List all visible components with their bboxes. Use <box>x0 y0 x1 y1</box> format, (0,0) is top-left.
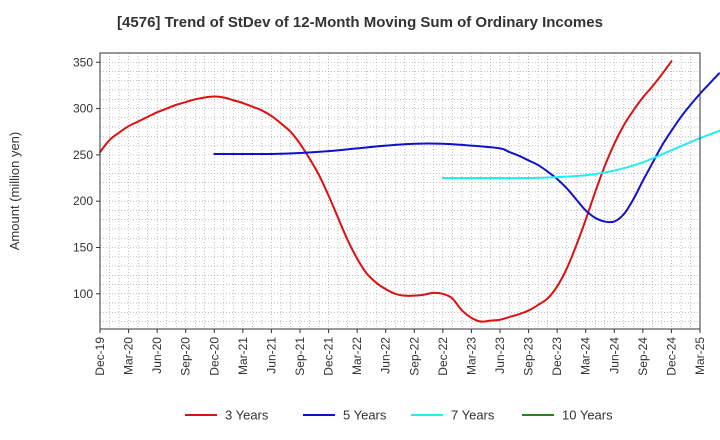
y-tick-label: 100 <box>73 287 93 301</box>
series-line-5-years <box>213 72 720 224</box>
x-tick-label: Mar-20 <box>122 337 136 375</box>
x-tick-label: Dec-21 <box>322 337 336 376</box>
grid-layer <box>100 53 700 329</box>
x-tick-label: Dec-20 <box>207 337 221 376</box>
x-tick-label: Jun-21 <box>264 337 278 374</box>
x-tick-label: Dec-19 <box>93 337 107 376</box>
x-tick-label: Dec-22 <box>436 337 450 376</box>
x-tick-label: Jun-23 <box>493 337 507 374</box>
x-tick-label: Sep-23 <box>522 337 536 376</box>
x-tick-label: Mar-23 <box>464 337 478 375</box>
legend-label-10-years: 10 Years <box>562 408 613 423</box>
y-tick-label: 300 <box>73 102 93 116</box>
x-tick-label: Mar-25 <box>693 337 707 375</box>
x-tick-label: Sep-20 <box>179 337 193 376</box>
y-tick-label: 250 <box>73 148 93 162</box>
x-tick-label: Sep-24 <box>636 337 650 376</box>
series-line-3-years <box>99 60 673 323</box>
x-tick-label: Sep-21 <box>293 337 307 376</box>
plot-frame <box>99 52 701 330</box>
x-tick-label: Sep-22 <box>407 337 421 376</box>
y-tick-label: 150 <box>73 240 93 254</box>
x-tick-label: Mar-24 <box>579 337 593 375</box>
series-layer <box>99 60 720 323</box>
x-tick-label: Dec-24 <box>664 337 678 376</box>
legend-label-5-years: 5 Years <box>343 408 387 423</box>
y-tick-label: 200 <box>73 194 93 208</box>
legend-label-3-years: 3 Years <box>225 408 269 423</box>
y-tick-labels: 100 150 200 250 300 350 <box>73 55 100 301</box>
series-line-7-years <box>441 129 720 180</box>
x-tick-label: Mar-21 <box>236 337 250 375</box>
chart-title: [4576] Trend of StDev of 12-Month Moving… <box>117 14 603 31</box>
legend: 3 Years 5 Years 7 Years 10 Years <box>185 408 613 423</box>
y-axis-label: Amount (million yen) <box>7 132 22 251</box>
x-tick-label: Mar-22 <box>350 337 364 375</box>
y-tick-label: 350 <box>73 55 93 69</box>
x-tick-label: Dec-23 <box>550 337 564 376</box>
x-tick-label: Jun-24 <box>607 337 621 374</box>
legend-label-7-years: 7 Years <box>451 408 495 423</box>
x-tick-label: Jun-20 <box>150 337 164 374</box>
x-tick-labels: Dec-19 Mar-20 Jun-20 Sep-20 Dec-20 Mar-21 Jun-… <box>93 329 707 376</box>
x-tick-label: Jun-22 <box>379 337 393 374</box>
